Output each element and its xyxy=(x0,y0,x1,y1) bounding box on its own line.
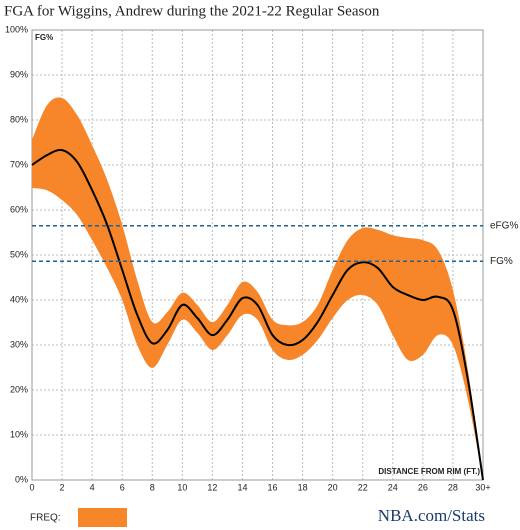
x-tick-label: 30+ xyxy=(475,482,490,492)
chart-title: FGA for Wiggins, Andrew during the 2021-… xyxy=(4,3,380,19)
y-tick-label: 10% xyxy=(10,429,28,439)
y-tick-label: 80% xyxy=(10,114,28,124)
y-tick-label: 20% xyxy=(10,384,28,394)
legend-label: FREQ: xyxy=(30,513,61,524)
reference-label: FG% xyxy=(490,256,513,267)
plot-border xyxy=(31,29,484,481)
source: NBA.com/Stats xyxy=(378,506,485,525)
x-tick-label: 28 xyxy=(448,482,458,492)
x-tick-label: 26 xyxy=(418,482,428,492)
y-tick-label: 60% xyxy=(10,204,28,214)
x-tick-label: 10 xyxy=(177,482,187,492)
y-tick-label: 90% xyxy=(10,69,28,79)
legend-swatch xyxy=(78,508,127,527)
y-tick-label: 100% xyxy=(5,24,28,34)
fg-line xyxy=(31,148,484,481)
x-tick-label: 20 xyxy=(328,482,338,492)
x-tick-label: 8 xyxy=(150,482,155,492)
x-tick-label: 2 xyxy=(60,482,65,492)
x-tick-label: 4 xyxy=(90,482,95,492)
y-axis-label: FG% xyxy=(35,33,53,42)
x-tick-label: 16 xyxy=(268,482,278,492)
x-tick-label: 24 xyxy=(388,482,398,492)
frequency-band xyxy=(32,97,483,481)
y-tick-label: 0% xyxy=(15,474,28,484)
reference-label: eFG% xyxy=(490,220,518,231)
x-tick-label: 6 xyxy=(120,482,125,492)
x-tick-label: 22 xyxy=(358,482,368,492)
y-tick-label: 50% xyxy=(10,249,28,259)
y-tick-label: 40% xyxy=(10,294,28,304)
x-axis-label: DISTANCE FROM RIM (FT.) xyxy=(378,467,480,476)
x-tick-label: 18 xyxy=(298,482,308,492)
y-tick-label: 70% xyxy=(10,159,28,169)
x-tick-label: 12 xyxy=(207,482,217,492)
y-tick-label: 30% xyxy=(10,339,28,349)
x-tick-label: 0 xyxy=(29,482,34,492)
x-tick-label: 14 xyxy=(237,482,247,492)
